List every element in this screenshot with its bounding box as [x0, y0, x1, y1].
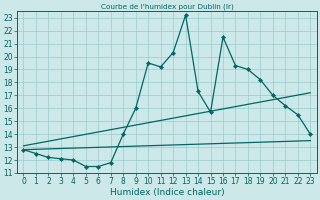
Title: Courbe de l'humidex pour Dublin (Ir): Courbe de l'humidex pour Dublin (Ir): [100, 3, 233, 10]
X-axis label: Humidex (Indice chaleur): Humidex (Indice chaleur): [109, 188, 224, 197]
